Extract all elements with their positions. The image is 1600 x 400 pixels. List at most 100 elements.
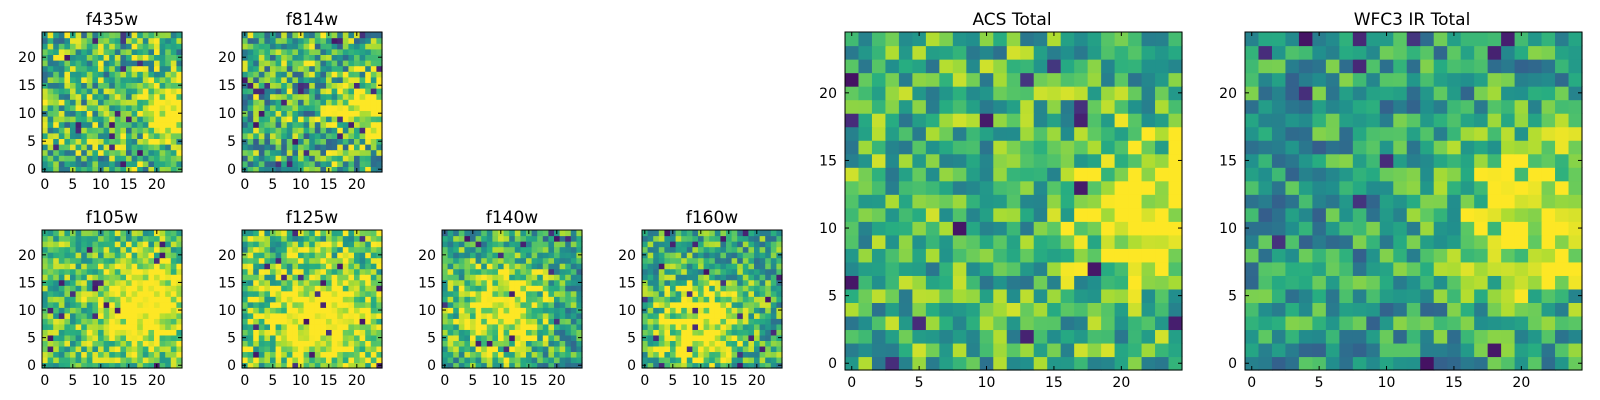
heatmap-cell: [309, 121, 316, 128]
heatmap-cell: [98, 99, 105, 106]
heatmap-cell: [993, 248, 1008, 263]
heatmap-cell: [176, 329, 183, 336]
heatmap-cell: [98, 132, 105, 139]
heatmap-cell: [1420, 167, 1435, 182]
heatmap-cell: [871, 153, 887, 168]
heatmap-cell: [126, 99, 133, 106]
heatmap-cell: [81, 76, 88, 83]
heatmap-cell: [720, 329, 727, 336]
heatmap-cell: [376, 149, 383, 156]
heatmap-cell: [376, 93, 383, 100]
heatmap-cell: [275, 252, 282, 259]
heatmap-cell: [298, 155, 305, 162]
heatmap-cell: [142, 60, 149, 67]
heatmap-cell: [354, 340, 361, 347]
heatmap-cell: [70, 246, 77, 253]
heatmap-cell: [570, 290, 577, 297]
heatmap-cell: [845, 248, 860, 263]
heatmap-cell: [759, 323, 766, 330]
heatmap-cell: [531, 263, 538, 270]
heatmap-cell: [966, 248, 981, 263]
heatmap-cell: [531, 235, 538, 242]
heatmap-cell: [726, 296, 733, 303]
heatmap-cell: [1420, 342, 1435, 358]
heatmap-cell: [98, 127, 105, 134]
heatmap-cell: [737, 274, 744, 281]
heatmap-cell: [770, 230, 777, 237]
heatmap-cell: [1406, 275, 1421, 290]
heatmap-cell: [298, 132, 305, 139]
heatmap-cell: [270, 99, 277, 106]
heatmap-cell: [159, 71, 166, 78]
heatmap-cell: [159, 345, 166, 353]
heatmap-cell: [486, 263, 493, 270]
heatmap-cell: [885, 248, 900, 263]
heatmap-cell: [759, 235, 766, 242]
heatmap-cell: [647, 268, 654, 275]
heatmap-cell: [1514, 288, 1529, 303]
heatmap-cell: [103, 279, 110, 286]
heatmap-cell: [871, 167, 887, 182]
heatmap-cell: [126, 121, 133, 128]
heatmap-cell: [759, 263, 766, 270]
heatmap-cell: [542, 241, 549, 248]
x-tick-label: 15: [1045, 375, 1063, 391]
heatmap-cell: [570, 279, 577, 286]
heatmap-cell: [1393, 167, 1408, 182]
heatmap-cell: [939, 126, 954, 141]
heatmap-cell: [748, 230, 755, 237]
heatmap-cell: [159, 104, 166, 111]
heatmap-cell: [131, 76, 138, 83]
heatmap-cell: [376, 301, 383, 308]
heatmap-cell: [320, 268, 327, 275]
heatmap-cell: [354, 144, 361, 151]
heatmap-cell: [681, 356, 688, 364]
heatmap-cell: [726, 274, 733, 281]
heatmap-cell: [442, 268, 449, 275]
heatmap-cell: [114, 110, 121, 117]
heatmap-cell: [698, 290, 705, 297]
heatmap-cell: [714, 279, 721, 286]
heatmap-cell: [242, 127, 249, 134]
heatmap-cell: [912, 113, 927, 128]
heatmap-cell: [1168, 261, 1183, 276]
heatmap-cell: [714, 241, 721, 248]
heatmap-cell: [114, 127, 121, 134]
heatmap-cell: [298, 99, 305, 106]
heatmap-cell: [292, 54, 299, 61]
heatmap-cell: [858, 275, 873, 290]
heatmap-cell: [337, 76, 344, 83]
heatmap-cell: [1447, 180, 1462, 195]
heatmap-cell: [359, 263, 366, 270]
heatmap-cell: [103, 71, 110, 78]
x-tick-label: 15: [120, 373, 138, 389]
heatmap-cell: [686, 290, 693, 297]
heatmap-cell: [548, 345, 555, 353]
heatmap-cell: [137, 71, 144, 78]
heatmap-cell: [354, 160, 361, 167]
heatmap-cell: [348, 99, 355, 106]
heatmap-cell: [337, 88, 344, 95]
heatmap-cell: [292, 99, 299, 106]
heatmap-cell: [286, 65, 293, 72]
heatmap-cell: [475, 301, 482, 308]
heatmap-cell: [1366, 207, 1381, 222]
heatmap-cell: [1393, 315, 1408, 331]
heatmap-cell: [1006, 288, 1021, 303]
heatmap-cell: [1447, 302, 1462, 317]
heatmap-cell: [458, 345, 465, 353]
heatmap-cell: [570, 362, 577, 369]
heatmap-cell: [154, 257, 161, 264]
heatmap-cell: [509, 246, 516, 253]
heatmap-cell: [154, 285, 161, 292]
heatmap-cell: [376, 155, 383, 162]
heatmap-cell: [247, 296, 254, 303]
heatmap-cell: [692, 362, 699, 369]
x-tick-label: 20: [1112, 375, 1130, 391]
heatmap-cell: [1060, 153, 1075, 168]
heatmap-cell: [726, 351, 733, 358]
heatmap-cell: [314, 127, 321, 134]
heatmap-cell: [776, 268, 783, 275]
heatmap-cell: [871, 59, 887, 74]
heatmap-cell: [320, 82, 327, 89]
